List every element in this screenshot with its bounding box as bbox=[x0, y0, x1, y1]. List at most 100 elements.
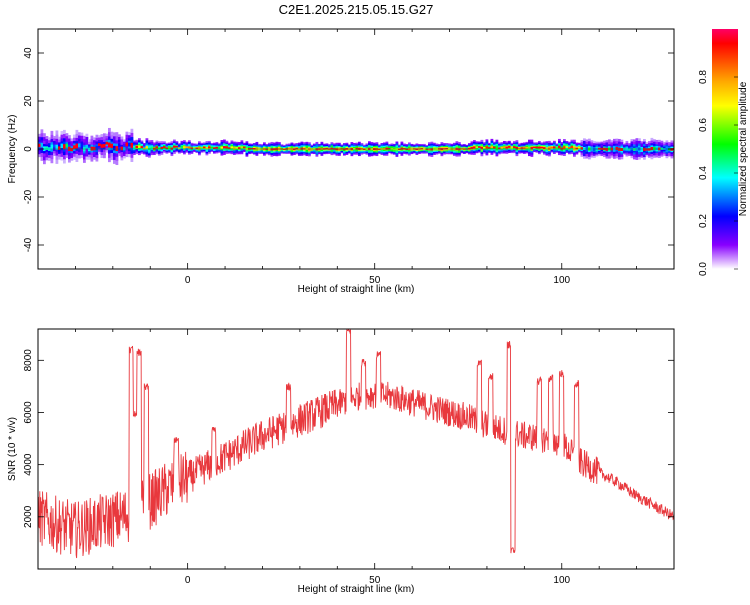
snr-panel: 0 50 100 2000 4000 6000 8000 Height of straigh… bbox=[7, 328, 675, 595]
heatmap-cell bbox=[228, 147, 231, 149]
heatmap-cell bbox=[90, 146, 94, 151]
heatmap-cell bbox=[538, 146, 541, 149]
heatmap-cell bbox=[183, 146, 186, 149]
heatmap-cell bbox=[45, 146, 49, 151]
heatmap-cell bbox=[575, 147, 579, 150]
heatmap-cell bbox=[118, 143, 121, 147]
heatmap-cell bbox=[210, 146, 214, 149]
heatmap-cell bbox=[430, 148, 434, 151]
heatmap-cell bbox=[483, 146, 486, 149]
x-tick-label: 100 bbox=[553, 275, 570, 286]
heatmap-cell bbox=[545, 147, 549, 150]
heatmap-cell bbox=[160, 146, 164, 150]
heatmap-cell bbox=[98, 143, 101, 147]
heatmap-cell bbox=[518, 147, 521, 150]
heatmap-cell bbox=[615, 147, 619, 150]
y-tick-label: -40 bbox=[23, 237, 34, 252]
heatmap-cell bbox=[103, 143, 106, 148]
x-tick-label: 50 bbox=[369, 275, 381, 286]
x-tick-label: 100 bbox=[553, 575, 570, 586]
heatmap-cell bbox=[670, 148, 674, 151]
heatmap-cell bbox=[640, 148, 644, 151]
heatmap-cell bbox=[213, 147, 216, 149]
heatmap-cell bbox=[40, 142, 44, 148]
heatmap-cell bbox=[200, 146, 204, 149]
heatmap-cell bbox=[53, 144, 56, 148]
heatmap-cell bbox=[95, 146, 99, 151]
heatmap-cell bbox=[60, 143, 64, 148]
heatmap-cell bbox=[583, 147, 586, 151]
heatmap-cell bbox=[630, 147, 634, 151]
heatmap-cell bbox=[88, 147, 91, 152]
y-tick-label: 20 bbox=[23, 95, 34, 107]
heatmap-cell bbox=[515, 146, 519, 150]
heatmap-cell bbox=[295, 147, 299, 150]
x-tick-label: 0 bbox=[185, 575, 191, 586]
heatmap-cell bbox=[558, 145, 561, 149]
y-tick-label: 2000 bbox=[23, 505, 34, 528]
heatmap-cell bbox=[233, 147, 236, 150]
heatmap-cell bbox=[643, 147, 646, 151]
heatmap-cell bbox=[128, 142, 131, 147]
heatmap-cell bbox=[93, 146, 96, 151]
heatmap-cell bbox=[480, 146, 484, 150]
heatmap-cell bbox=[540, 146, 544, 149]
heatmap-cell bbox=[130, 142, 134, 148]
heatmap-cell bbox=[100, 144, 104, 148]
heatmap-cell bbox=[175, 145, 179, 148]
heatmap-cell bbox=[85, 144, 89, 149]
heatmap-cell bbox=[580, 147, 584, 150]
heatmap-cell bbox=[310, 148, 314, 151]
heatmap-cell bbox=[388, 148, 391, 150]
heatmap-cell bbox=[38, 143, 41, 148]
heatmap-cell bbox=[488, 147, 491, 149]
heatmap-cell bbox=[140, 146, 144, 149]
heatmap-cell bbox=[203, 146, 206, 149]
heatmap-cell bbox=[500, 147, 504, 149]
heatmap-cell bbox=[550, 146, 554, 149]
heatmap-cell bbox=[523, 147, 526, 150]
heatmap-cell bbox=[283, 148, 286, 151]
heatmap-cell bbox=[145, 146, 149, 149]
heatmap-cell bbox=[478, 146, 481, 148]
heatmap-cell bbox=[170, 147, 174, 150]
spectrogram-y-label: Frequency (Hz) bbox=[7, 115, 18, 184]
spectrogram-heatmap bbox=[38, 127, 674, 166]
snr-series-line bbox=[38, 329, 674, 559]
heatmap-cell bbox=[230, 146, 234, 149]
colorbar-tick-label: 0.0 bbox=[698, 262, 709, 276]
colorbar-label: Normalized spectral amplitude bbox=[738, 81, 749, 216]
heatmap-cell bbox=[78, 143, 81, 148]
heatmap-cell bbox=[120, 146, 124, 151]
heatmap-cell bbox=[563, 146, 566, 149]
x-tick-label: 50 bbox=[369, 575, 381, 586]
heatmap-cell bbox=[223, 146, 226, 149]
heatmap-cell bbox=[650, 147, 654, 151]
heatmap-cell bbox=[520, 147, 524, 149]
heatmap-cell bbox=[158, 147, 161, 150]
heatmap-cell bbox=[508, 146, 511, 148]
heatmap-cell bbox=[58, 146, 61, 150]
heatmap-cell bbox=[343, 148, 346, 151]
heatmap-cell bbox=[193, 147, 196, 149]
heatmap-cell bbox=[385, 147, 389, 150]
y-tick-label: 8000 bbox=[23, 349, 34, 372]
heatmap-cell bbox=[528, 146, 531, 150]
heatmap-cell bbox=[108, 142, 111, 148]
heatmap-cell bbox=[70, 147, 74, 152]
y-tick-label: 40 bbox=[23, 47, 34, 59]
heatmap-cell bbox=[645, 148, 649, 151]
heatmap-cell bbox=[208, 146, 211, 149]
heatmap-cell bbox=[235, 147, 239, 150]
heatmap-cell bbox=[150, 146, 154, 149]
heatmap-cell bbox=[473, 146, 476, 149]
heatmap-cell bbox=[198, 147, 201, 150]
heatmap-cell bbox=[155, 146, 159, 149]
heatmap-cell bbox=[330, 147, 334, 150]
heatmap-cell bbox=[495, 146, 499, 150]
heatmap-cell bbox=[80, 143, 84, 148]
spectrogram-x-label: Height of straight line (km) bbox=[298, 284, 415, 295]
heatmap-cell bbox=[250, 147, 254, 150]
heatmap-cell bbox=[73, 145, 76, 150]
heatmap-cell bbox=[225, 146, 229, 149]
